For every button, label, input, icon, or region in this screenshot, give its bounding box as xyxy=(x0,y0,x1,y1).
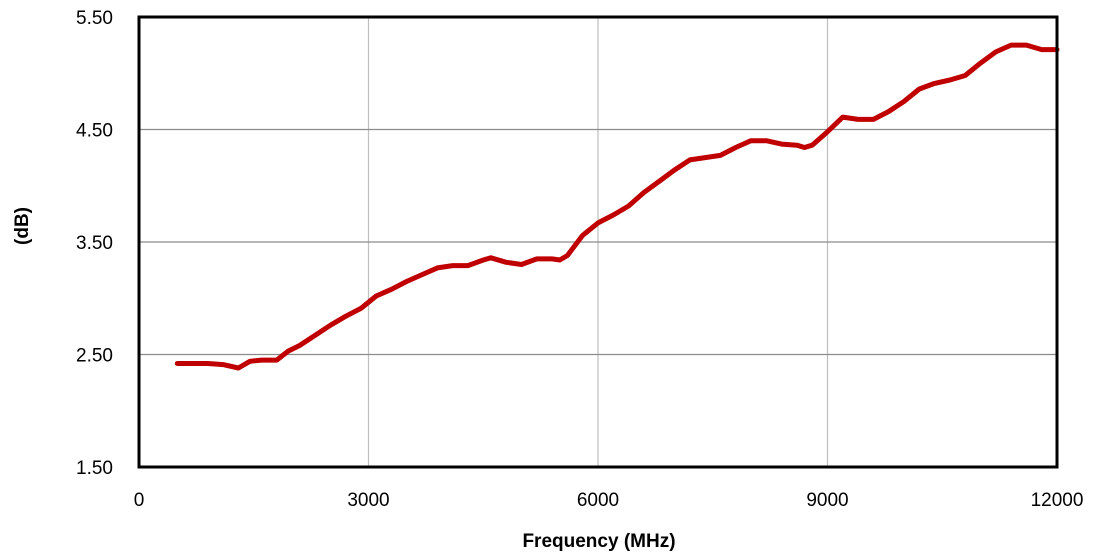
y-tick-label: 4.50 xyxy=(76,121,113,142)
data-series-line xyxy=(174,42,1060,371)
y-tick-label: 3.50 xyxy=(76,233,113,254)
x-tick-label: 6000 xyxy=(577,490,619,511)
x-axis-title: Frequency (MHz) xyxy=(522,531,675,552)
y-tick-label: 2.50 xyxy=(76,346,113,367)
x-tick-label: 9000 xyxy=(806,490,848,511)
y-axis-title: (dB) xyxy=(12,207,33,245)
x-tick-label: 3000 xyxy=(347,490,389,511)
series-layer xyxy=(174,42,1060,371)
plot-border xyxy=(137,15,1059,469)
tick-labels: 0 3000 6000 9000 12000 1.50 2.50 3.50 4.50 5.50 xyxy=(76,8,1083,511)
grid-lines xyxy=(139,17,1057,467)
x-tick-label: 0 xyxy=(134,490,145,511)
y-tick-label: 5.50 xyxy=(76,8,113,29)
y-tick-label: 1.50 xyxy=(76,458,113,479)
plot-frame xyxy=(137,15,1059,469)
x-tick-label: 12000 xyxy=(1031,490,1084,511)
